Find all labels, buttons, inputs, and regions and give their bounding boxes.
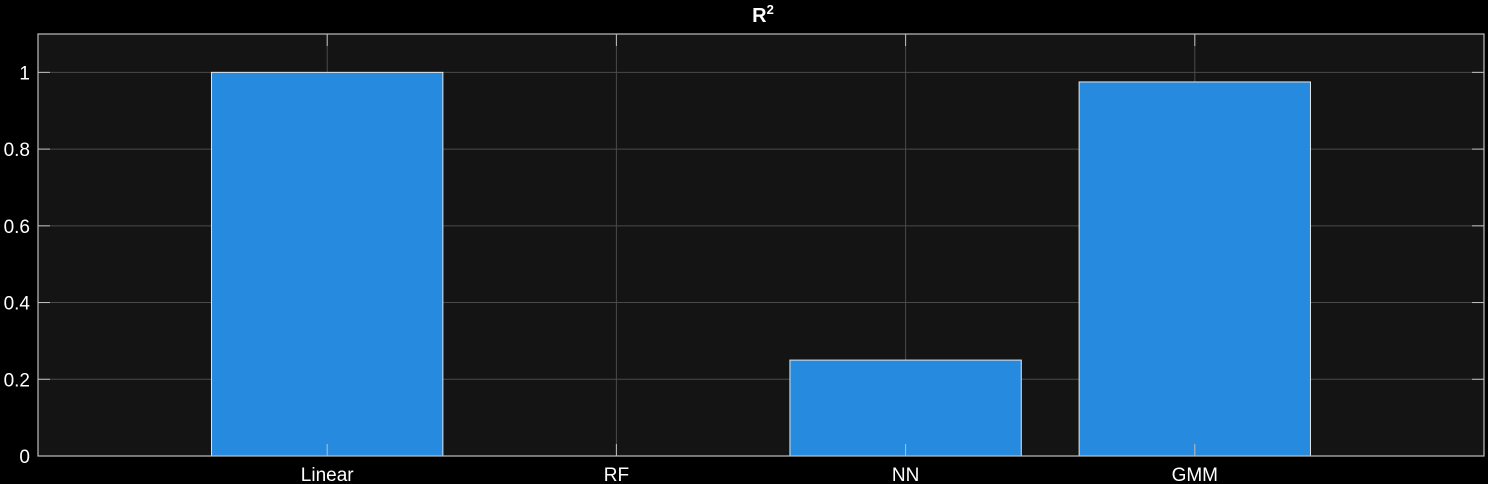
x-tick-label: NN — [892, 465, 919, 484]
y-tick-label: 0.6 — [4, 217, 30, 238]
bar-gmm — [1078, 81, 1311, 457]
y-tick-label: 0.4 — [4, 294, 31, 315]
bar-linear — [211, 71, 444, 457]
y-tick-label: 0.2 — [4, 370, 30, 391]
x-tick-label: Linear — [301, 465, 354, 484]
y-tick-label: 1 — [19, 63, 30, 84]
x-tick-label: GMM — [1172, 465, 1218, 484]
x-tick-label: RF — [604, 465, 629, 484]
y-tick-label: 0 — [19, 447, 30, 468]
y-tick-label: 0.8 — [4, 140, 30, 161]
chart-title: R2 — [752, 2, 774, 27]
chart-title-main: R — [752, 5, 767, 27]
bar-nn — [789, 359, 1022, 457]
chart-title-superscript: 2 — [767, 2, 774, 17]
axes-box — [37, 33, 1485, 457]
